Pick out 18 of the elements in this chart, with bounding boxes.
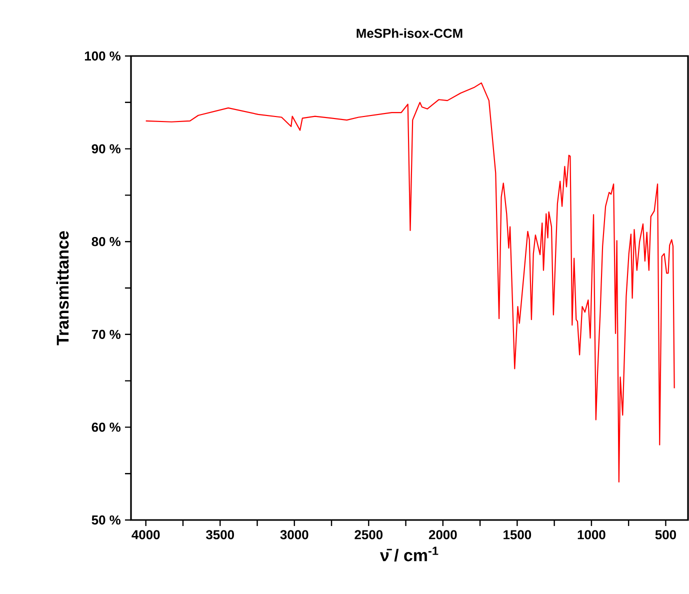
x-tick-label: 500 <box>655 530 676 540</box>
x-tick-label: 2000 <box>428 530 457 540</box>
y-tick-label: 70 % <box>92 330 121 339</box>
x-tick-label: 3500 <box>206 530 234 540</box>
y-axis-title: Transmittance <box>56 231 69 346</box>
x-tick-label: 1000 <box>578 530 606 540</box>
y-tick-label: 90 % <box>92 144 121 154</box>
x-axis-title: ν̄ / cm$^{-1}$ <box>380 546 438 562</box>
y-tick-label: 100 % <box>84 51 121 61</box>
y-tick-label: 80 % <box>92 237 121 246</box>
x-tick-label: 1500 <box>504 530 532 540</box>
chart-title: MeSPh-isox-CCM <box>356 28 462 38</box>
x-tick-label: 2500 <box>354 530 383 540</box>
y-tick-label: 50 % <box>92 515 121 525</box>
line-series <box>145 82 675 483</box>
y-tick-label: 60 % <box>92 422 121 432</box>
x-tick-label: 3000 <box>280 530 308 540</box>
x-tick-label: 4000 <box>132 530 160 540</box>
